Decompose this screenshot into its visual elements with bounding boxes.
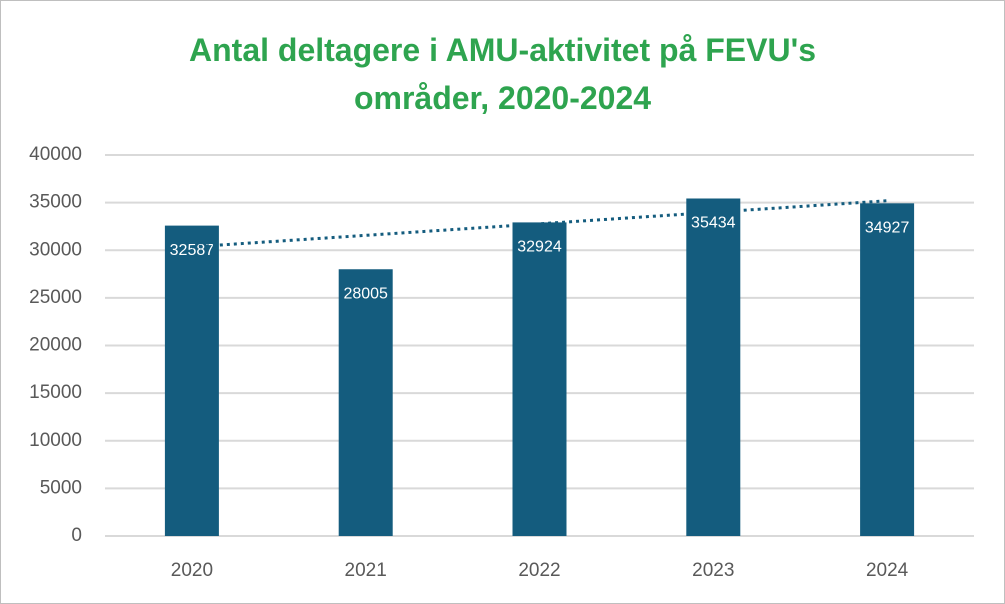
value-label: 35434	[691, 215, 736, 232]
x-tick-label: 2024	[866, 560, 909, 581]
y-tick-label: 15000	[29, 382, 82, 403]
y-tick-label: 30000	[29, 239, 82, 260]
y-tick-label: 5000	[40, 477, 82, 498]
y-tick-label: 25000	[29, 287, 82, 308]
bar	[686, 198, 741, 536]
y-tick-label: 35000	[29, 192, 82, 213]
x-tick-label: 2022	[518, 560, 560, 581]
y-tick-label: 10000	[29, 430, 82, 451]
chart-title: Antal deltagere i AMU-aktivitet på FEVU'…	[189, 32, 816, 116]
y-tick-label: 40000	[29, 144, 82, 165]
bar	[164, 225, 219, 536]
bar	[512, 222, 567, 536]
x-tick-label: 2023	[692, 560, 734, 581]
x-tick-label: 2020	[171, 560, 213, 581]
value-label: 32924	[517, 239, 562, 256]
bar	[338, 269, 393, 536]
value-label: 32587	[170, 242, 215, 259]
y-tick-label: 20000	[29, 335, 82, 356]
value-label: 34927	[865, 220, 910, 237]
bar	[860, 203, 915, 537]
y-tick-label: 0	[71, 525, 82, 546]
value-label: 28005	[343, 285, 388, 302]
x-tick-label: 2021	[345, 560, 387, 581]
